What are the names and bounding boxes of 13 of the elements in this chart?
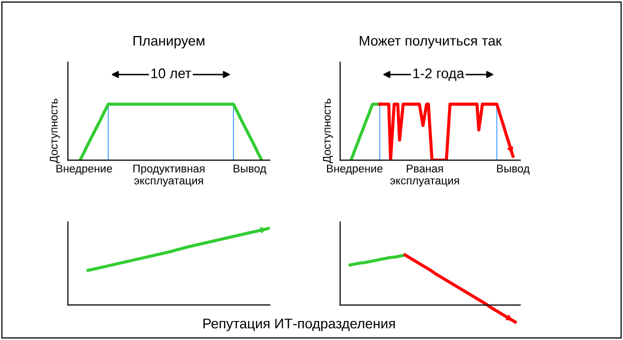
x-tick-label: Внедрение [327,164,382,175]
chart-title: Может получиться так [360,36,502,48]
x-tick-label: Вывод [497,164,530,175]
chart-title: Планируем [134,36,204,48]
x-tick-label: Продуктивная эксплуатация [133,164,204,187]
x-tick-label: Рваная эксплуатация [390,164,459,187]
text: 10 лет [151,68,192,78]
text: 1-2 года [413,68,464,81]
annotation: Репутация ИТ-подразделения [203,318,395,332]
y-axis-title: Доступность [50,98,60,164]
x-tick-label: Внедрение [56,164,112,175]
x-tick-label: Вывод [234,164,266,175]
y-axis-title: Доступность [323,98,333,164]
